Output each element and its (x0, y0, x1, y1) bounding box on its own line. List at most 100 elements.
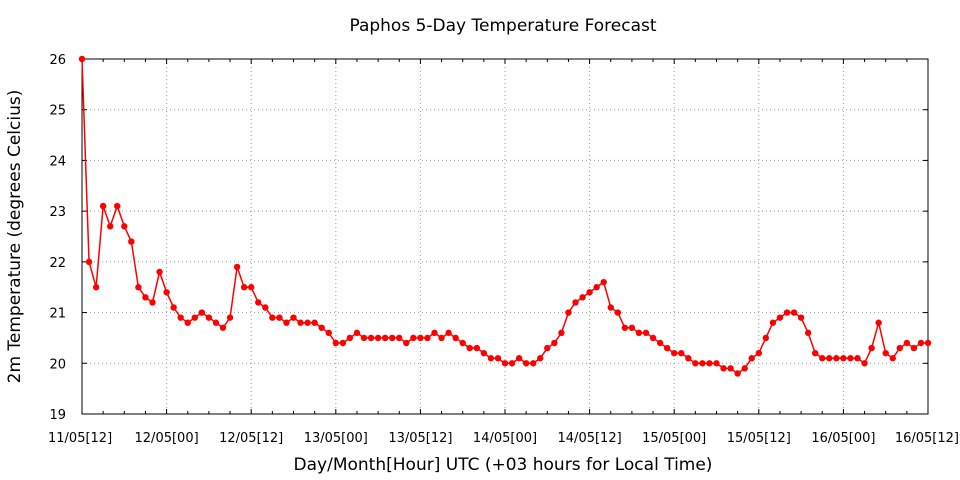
series-line (81, 58, 928, 375)
data-point (847, 355, 854, 362)
data-point (861, 360, 868, 367)
data-point (727, 365, 734, 372)
data-point (692, 360, 699, 367)
data-point (678, 349, 685, 357)
data-point (240, 284, 248, 291)
data-point (445, 329, 452, 337)
data-point (487, 355, 495, 362)
data-point (452, 334, 459, 342)
data-point (833, 355, 840, 362)
data-point (628, 324, 636, 331)
data-point (149, 299, 156, 306)
data-point (896, 344, 903, 352)
y-axis-label: 2m Temperature (degrees Celcius) (5, 90, 25, 384)
data-point (614, 309, 621, 316)
data-point (685, 355, 692, 362)
data-point (762, 334, 770, 342)
data-point (903, 339, 911, 347)
data-point (262, 304, 269, 311)
data-point (558, 329, 565, 337)
data-point (367, 334, 375, 342)
data-point (537, 355, 544, 362)
x-tick-label: 16/05[00] (811, 431, 875, 446)
data-point (135, 284, 142, 291)
x-axis-tick-labels: 11/05[12] 12/05[00] 12/05[12] 13/05[00] 13/0… (48, 431, 959, 446)
data-point (868, 344, 875, 352)
data-point (663, 344, 671, 352)
x-tick-label: 14/05[12] (558, 431, 622, 446)
data-point (410, 334, 417, 342)
data-point (198, 309, 206, 316)
data-point (311, 319, 318, 326)
x-tick-label: 12/05[00] (135, 431, 199, 446)
data-point (910, 344, 918, 352)
data-point (600, 278, 607, 286)
data-point (642, 329, 650, 337)
data-point (797, 314, 805, 321)
data-point (706, 360, 713, 367)
data-point (297, 319, 304, 326)
data-point (360, 334, 368, 342)
data-point (551, 339, 558, 347)
data-point (466, 344, 473, 352)
data-point (783, 309, 791, 316)
data-point (424, 334, 431, 342)
data-point (381, 334, 389, 342)
y-tick-label: 25 (49, 104, 66, 119)
data-point (579, 294, 586, 301)
data-point (755, 349, 762, 357)
data-point (290, 314, 297, 321)
data-point (480, 349, 488, 357)
data-point (212, 319, 220, 326)
data-point (403, 339, 410, 347)
data-point (720, 365, 727, 372)
data-point (530, 360, 537, 367)
data-point (656, 339, 664, 347)
data-point (508, 360, 516, 367)
y-tick-label: 23 (49, 205, 66, 220)
data-point (713, 360, 720, 367)
data-point (473, 344, 480, 352)
data-point (78, 55, 86, 63)
data-point (191, 314, 198, 321)
data-point (114, 202, 121, 210)
data-point (325, 329, 332, 337)
data-point (621, 324, 629, 331)
data-point (177, 314, 184, 321)
data-point (741, 365, 748, 372)
data-point (501, 360, 509, 367)
data-point (840, 355, 847, 362)
data-point (635, 329, 643, 337)
data-point (776, 314, 784, 321)
data-point (318, 324, 325, 331)
data-point (128, 238, 135, 245)
data-point (812, 349, 819, 357)
data-point (417, 334, 424, 342)
y-tick-label: 21 (49, 307, 66, 322)
data-point (734, 370, 741, 377)
data-point (205, 314, 213, 321)
data-point (515, 355, 523, 362)
x-tick-label: 15/05[00] (642, 431, 706, 446)
data-point (163, 289, 170, 296)
data-point (544, 344, 551, 352)
data-point (85, 258, 93, 266)
data-point (459, 339, 466, 347)
data-point (346, 334, 354, 342)
data-point (522, 360, 530, 367)
data-point (219, 324, 227, 331)
x-tick-label: 12/05[12] (219, 431, 283, 446)
data-point (607, 304, 614, 311)
x-tick-label: 16/05[12] (895, 431, 959, 446)
x-tick-label: 11/05[12] (48, 431, 112, 446)
data-point (374, 334, 382, 342)
data-point (882, 349, 889, 357)
data-point (826, 355, 833, 362)
series-layer (78, 55, 932, 377)
data-point (107, 223, 114, 230)
data-point (565, 309, 572, 316)
y-tick-label: 24 (49, 154, 66, 169)
data-point (593, 284, 600, 291)
data-point (699, 360, 706, 367)
y-tick-label: 22 (49, 256, 66, 271)
